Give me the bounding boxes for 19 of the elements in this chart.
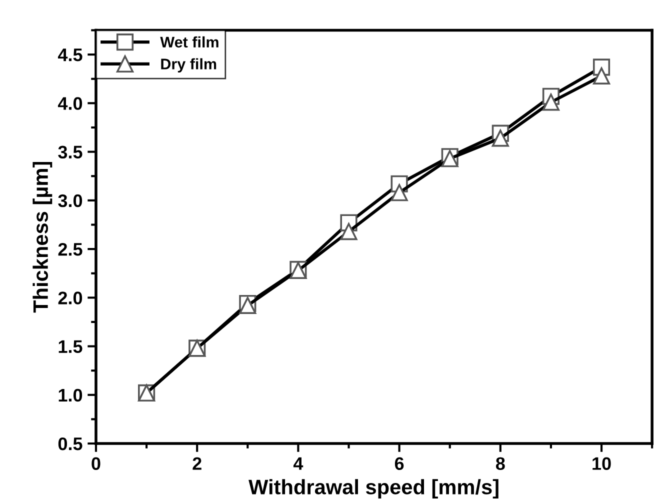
legend-label: Wet film <box>160 36 218 48</box>
y-tick-label: 0.5 <box>58 437 82 450</box>
legend-label: Dry film <box>161 58 216 72</box>
x-axis-title: Withdrawal speed [mm/s] <box>248 479 498 499</box>
y-tick-label: 1.5 <box>58 340 82 353</box>
y-tick-label: 2.0 <box>58 292 82 304</box>
y-tick-label: 1.0 <box>58 388 82 402</box>
y-tick-label: 4.0 <box>58 97 82 110</box>
y-axis-title: Thickness [µm] <box>32 162 52 313</box>
x-tick-label: 0 <box>92 457 100 470</box>
y-tick-label: 3.0 <box>58 194 82 208</box>
x-tick-label: 6 <box>394 457 404 470</box>
x-tick-label: 4 <box>293 457 304 470</box>
x-tick-label: 10 <box>592 457 611 470</box>
x-tick-label: 8 <box>496 457 505 470</box>
y-tick-label: 2.5 <box>58 242 82 256</box>
y-tick-label: 4.5 <box>58 48 82 62</box>
y-tick-label: 3.5 <box>58 146 82 159</box>
x-tick-label: 2 <box>192 457 202 470</box>
